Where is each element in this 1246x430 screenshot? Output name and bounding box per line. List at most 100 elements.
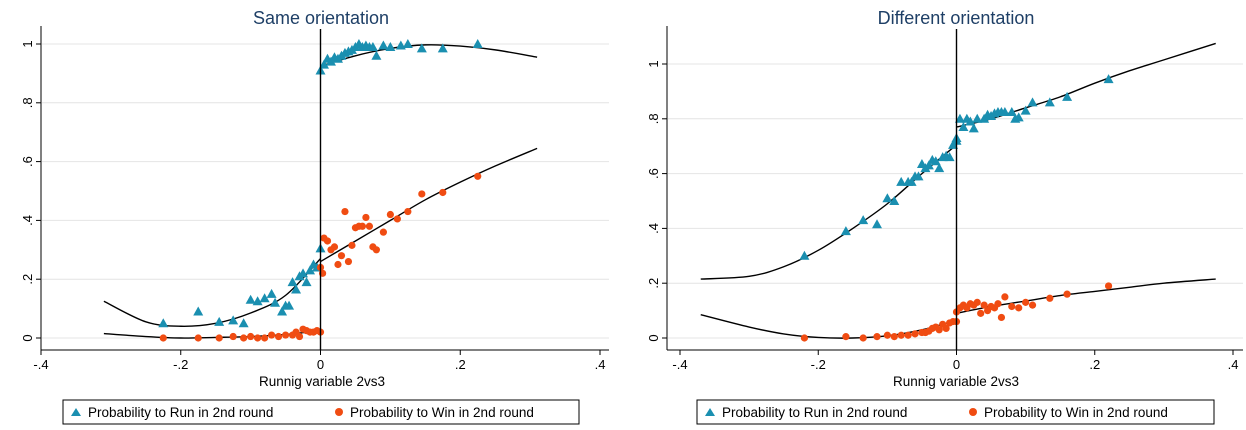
run-probability-point: [934, 163, 945, 173]
legend-marker-run: [705, 408, 715, 416]
win-probability-point: [439, 188, 447, 197]
y-tick-label: .8: [646, 113, 661, 124]
run-probability-point: [385, 41, 396, 51]
x-tick-label: 0: [953, 357, 960, 372]
run-probability-point: [402, 39, 413, 48]
chart-panel-different-orientation: Different orientation 0 .2 .4 .6 .8 1 -.4 -.2 0.…: [646, 8, 1243, 425]
run-probability-point: [872, 219, 883, 229]
y-tick-label: 1: [646, 60, 661, 67]
win-probability-point: [418, 190, 426, 198]
win-probability-point: [247, 332, 255, 341]
x-tick-label: -.2: [173, 357, 188, 372]
win-probability-point: [372, 246, 380, 254]
run-probability-point: [1062, 91, 1073, 101]
run-probability-point: [1044, 97, 1055, 107]
legend-box: [62, 399, 580, 425]
win-probability-point: [254, 334, 262, 342]
chart-title: Same orientation: [253, 8, 389, 28]
run-probability-point: [1020, 105, 1031, 115]
win-probability-point: [1001, 293, 1009, 301]
win-probability-point: [229, 332, 237, 341]
x-tick-label: .4: [1228, 357, 1239, 372]
win-probability-point: [942, 324, 950, 333]
win-probability-point: [362, 213, 370, 222]
axis-ticks: 0 .2 .4 .6 .8 1 -.4 -.2 0 .2 .4: [646, 60, 1238, 372]
fit-lines: [700, 42, 1216, 339]
run-probability-point: [889, 196, 900, 205]
legend-label-win: Probability to Win in 2nd round: [350, 405, 534, 420]
run-probability-point: [944, 152, 955, 162]
run-probability-point: [245, 294, 256, 304]
run-probability-point: [1013, 112, 1024, 122]
run-probability-point: [378, 40, 389, 50]
win-probability-point: [1046, 294, 1054, 302]
x-tick-label: .2: [455, 357, 466, 372]
x-tick-label: -.2: [811, 357, 826, 372]
run-probability-point: [1006, 106, 1017, 116]
run-probability-point: [367, 41, 378, 51]
y-tick-label: 1: [20, 40, 35, 47]
y-tick-label: .2: [20, 274, 35, 285]
win-probability-point: [973, 298, 981, 306]
y-tick-label: .2: [646, 278, 661, 289]
win-probability-point: [344, 257, 353, 266]
run-probability-point: [472, 39, 483, 48]
fit-line-right: [320, 147, 538, 263]
legend-label-run: Probability to Run in 2nd round: [88, 405, 273, 420]
win-probability-point: [379, 228, 387, 236]
run-probability-point: [301, 277, 312, 287]
win-probability-point: [911, 330, 919, 338]
y-tick-label: 0: [20, 334, 35, 341]
run-probability-point: [968, 123, 979, 133]
win-probability-point: [980, 301, 988, 309]
win-probability-point: [800, 334, 809, 342]
run-probability-point: [193, 306, 204, 316]
data-points: [158, 39, 483, 342]
legend-marker-win: [335, 408, 343, 416]
run-probability-point: [954, 113, 965, 123]
win-probability-point: [337, 252, 346, 260]
win-probability-point: [274, 332, 283, 341]
x-tick-label: -.4: [672, 357, 687, 372]
run-probability-point: [913, 171, 924, 181]
win-probability-point: [348, 241, 356, 249]
y-tick-label: .6: [20, 156, 35, 167]
win-probability-point: [1015, 304, 1023, 312]
win-probability-point: [1028, 301, 1037, 309]
run-probability-point: [305, 265, 316, 275]
win-probability-point: [474, 172, 482, 180]
win-probability-point: [842, 333, 850, 341]
win-probability-point: [404, 207, 412, 216]
run-probability-point: [252, 296, 263, 306]
run-probability-point: [799, 250, 810, 260]
run-probability-point: [882, 193, 893, 203]
run-probability-point: [1027, 97, 1038, 107]
run-probability-point: [277, 306, 288, 316]
y-tick-label: 0: [646, 334, 661, 341]
win-probability-point: [890, 333, 898, 341]
run-probability-point: [298, 268, 309, 278]
x-tick-label: .4: [595, 357, 606, 372]
win-probability-point: [323, 237, 332, 245]
win-probability-point: [215, 334, 223, 342]
win-probability-point: [341, 207, 349, 216]
win-probability-point: [295, 332, 304, 341]
x-tick-label: .2: [1089, 357, 1100, 372]
fit-line-left: [700, 144, 957, 280]
run-probability-point: [266, 288, 277, 298]
win-probability-point: [997, 313, 1006, 322]
run-probability-point: [270, 297, 281, 307]
axis-ticks: 0 .2 .4 .6 .8 1 -.4 -.2 0 .2 .4: [20, 40, 605, 372]
run-probability-point: [1103, 74, 1114, 84]
legend-box: [696, 399, 1215, 425]
win-probability-point: [358, 222, 367, 230]
x-tick-label: -.4: [33, 357, 48, 372]
run-probability-point: [858, 215, 869, 225]
run-probability-point: [238, 318, 249, 328]
win-probability-point: [240, 334, 248, 342]
legend-label-run: Probability to Run in 2nd round: [722, 405, 907, 420]
run-probability-point: [958, 122, 969, 132]
win-probability-point: [1022, 298, 1030, 306]
chart-title: Different orientation: [878, 8, 1035, 28]
